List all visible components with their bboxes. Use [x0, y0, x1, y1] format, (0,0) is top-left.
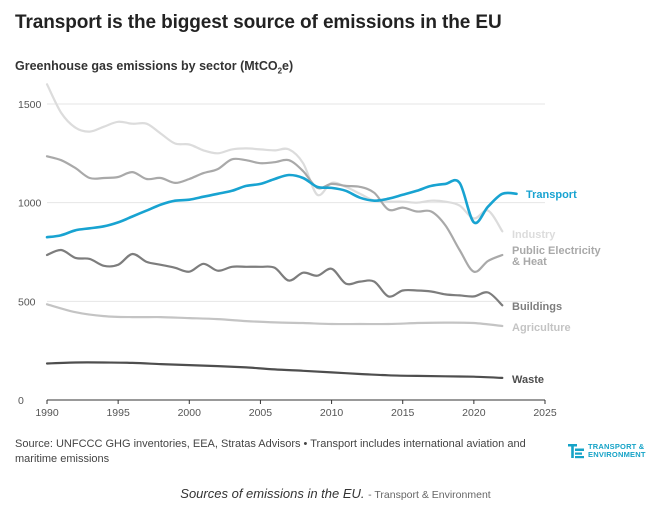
series-line-waste: [45, 361, 504, 379]
te-logo-wordmark: TRANSPORT & ENVIRONMENT: [588, 443, 646, 459]
series-label-line: Transport: [526, 189, 577, 201]
subtitle-unit-end: e): [282, 59, 294, 73]
te-logo-icon: [568, 444, 584, 459]
x-tick-label: 2000: [178, 407, 202, 419]
source-note: Source: UNFCCC GHG inventories, EEA, Str…: [15, 438, 526, 465]
x-tick-label: 1990: [35, 407, 59, 419]
emissions-line-chart: 0 500 1000 1500 1990 1995 2000 2005 2010 2015 202…: [18, 83, 602, 419]
series-labels: Industry Public Electricity & Heat Transpor…: [512, 189, 602, 386]
chart-subtitle: Greenhouse gas emissions by sector (MtCO…: [15, 59, 293, 76]
logo-line-2: ENVIRONMENT: [588, 450, 646, 459]
y-axis-ticks: 0 500 1000 1500: [18, 99, 42, 407]
series-label-line: Waste: [512, 374, 544, 386]
x-tick-label: 2015: [391, 407, 415, 419]
logo-line-1: TRANSPORT &: [588, 442, 645, 451]
x-tick-label: 2005: [249, 407, 273, 419]
series-label-line: Industry: [512, 229, 556, 241]
figure-caption: Sources of emissions in the EU. - Transp…: [0, 486, 671, 501]
subtitle-text: Greenhouse gas emissions by sector (MtCO: [15, 59, 278, 73]
x-tick-label: 2020: [462, 407, 486, 419]
y-tick-label: 1000: [18, 198, 42, 210]
series-line-buildings: [45, 248, 504, 307]
series-label-industry: Industry: [512, 229, 556, 241]
series-label-line: Agriculture: [512, 322, 571, 334]
series-label-transport: Transport: [526, 189, 577, 201]
series-label-line: Buildings: [512, 301, 562, 313]
series-label-waste: Waste: [512, 374, 544, 386]
series-lines: [45, 83, 518, 379]
caption-credit: - Transport & Environment: [368, 489, 491, 501]
series-label-line: & Heat: [512, 256, 547, 268]
series-label-public-electricity-heat: Public Electricity & Heat: [512, 245, 602, 268]
y-tick-label: 0: [18, 395, 24, 407]
chart-title: Transport is the biggest source of emiss…: [15, 12, 502, 33]
series-line-transport: [45, 173, 518, 239]
series-line-public-electricity-heat: [45, 155, 504, 273]
subtitle-subscript: 2: [277, 66, 283, 76]
x-tick-label: 2025: [533, 407, 557, 419]
series-label-buildings: Buildings: [512, 301, 562, 313]
caption-text: Sources of emissions in the EU.: [180, 486, 365, 501]
series-line-agriculture: [45, 303, 504, 328]
series-line-industry: [45, 83, 504, 233]
x-tick-label: 2010: [320, 407, 344, 419]
grid-lines: [47, 103, 545, 401]
y-tick-label: 500: [18, 296, 36, 308]
y-tick-label: 1500: [18, 99, 42, 111]
series-label-agriculture: Agriculture: [512, 322, 571, 334]
x-axis-ticks: 1990 1995 2000 2005 2010 2015 2020 2025: [35, 400, 557, 419]
series-label-line: Public Electricity: [512, 245, 602, 257]
te-logo: TRANSPORT & ENVIRONMENT: [568, 443, 646, 459]
x-tick-label: 1995: [106, 407, 130, 419]
